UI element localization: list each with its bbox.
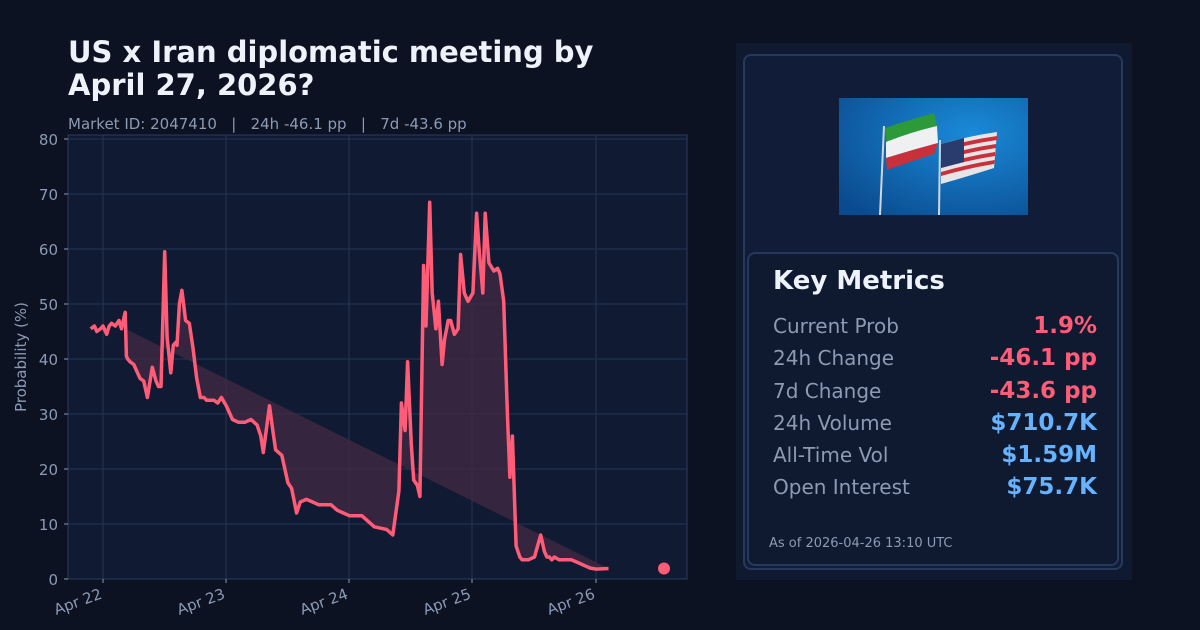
svg-text:30: 30	[39, 406, 58, 424]
series-layer	[89, 200, 671, 575]
metric-current-prob: Current Prob 1.9%	[773, 313, 1097, 344]
metric-7d-change: 7d Change -43.6 pp	[773, 378, 1097, 409]
metric-value: $75.7K	[1006, 474, 1097, 500]
page-title: US x Iran diplomatic meeting by April 27…	[68, 35, 594, 102]
probability-line	[89, 200, 609, 571]
metric-label: Open Interest	[773, 475, 910, 499]
market-subtitle: Market ID: 2047410 | 24h -46.1 pp | 7d -…	[68, 115, 467, 133]
metric-value: $1.59M	[1001, 442, 1097, 468]
key-metrics-title: Key Metrics	[773, 266, 945, 296]
metric-24h-change: 24h Change -46.1 pp	[773, 345, 1097, 376]
svg-text:Apr 26: Apr 26	[544, 585, 597, 619]
svg-text:0: 0	[48, 571, 58, 589]
grid-lines	[68, 135, 687, 579]
key-metrics-card: Key Metrics Current Prob 1.9% 24h Change…	[747, 252, 1119, 566]
svg-text:10: 10	[39, 516, 58, 534]
metric-value: -43.6 pp	[989, 378, 1097, 404]
svg-text:Apr 25: Apr 25	[420, 585, 473, 619]
metric-all-time-vol: All-Time Vol $1.59M	[773, 442, 1097, 473]
svg-text:Apr 22: Apr 22	[51, 585, 104, 619]
probability-chart: 0 10 20 30 40 50 60 70 80 Probability (%…	[12, 131, 688, 619]
flags-image	[839, 98, 1028, 215]
svg-text:20: 20	[39, 461, 58, 479]
x-axis: Apr 22 Apr 23 Apr 24 Apr 25 Apr 26	[51, 585, 597, 619]
svg-text:70: 70	[39, 186, 58, 204]
metric-label: 7d Change	[773, 379, 882, 403]
metric-label: 24h Change	[773, 346, 895, 370]
svg-text:Apr 24: Apr 24	[297, 585, 350, 619]
svg-text:50: 50	[39, 296, 58, 314]
metric-label: All-Time Vol	[773, 443, 889, 467]
svg-text:40: 40	[39, 351, 58, 369]
svg-text:80: 80	[39, 131, 58, 149]
metric-value: $710.7K	[990, 410, 1097, 436]
metric-label: Current Prob	[773, 314, 899, 338]
y-axis-label: Probability (%)	[12, 302, 30, 412]
metric-value: -46.1 pp	[989, 345, 1097, 371]
svg-text:60: 60	[39, 241, 58, 259]
fill-area	[125, 202, 609, 570]
current-value-marker	[658, 562, 671, 575]
metric-open-interest: Open Interest $75.7K	[773, 474, 1097, 505]
as-of-timestamp: As of 2026-04-26 13:10 UTC	[769, 536, 953, 551]
svg-text:Apr 23: Apr 23	[174, 585, 227, 619]
metric-24h-volume: 24h Volume $710.7K	[773, 410, 1097, 441]
y-axis: 0 10 20 30 40 50 60 70 80	[39, 131, 58, 589]
metric-value: 1.9%	[1033, 313, 1097, 339]
metric-label: 24h Volume	[773, 411, 892, 435]
